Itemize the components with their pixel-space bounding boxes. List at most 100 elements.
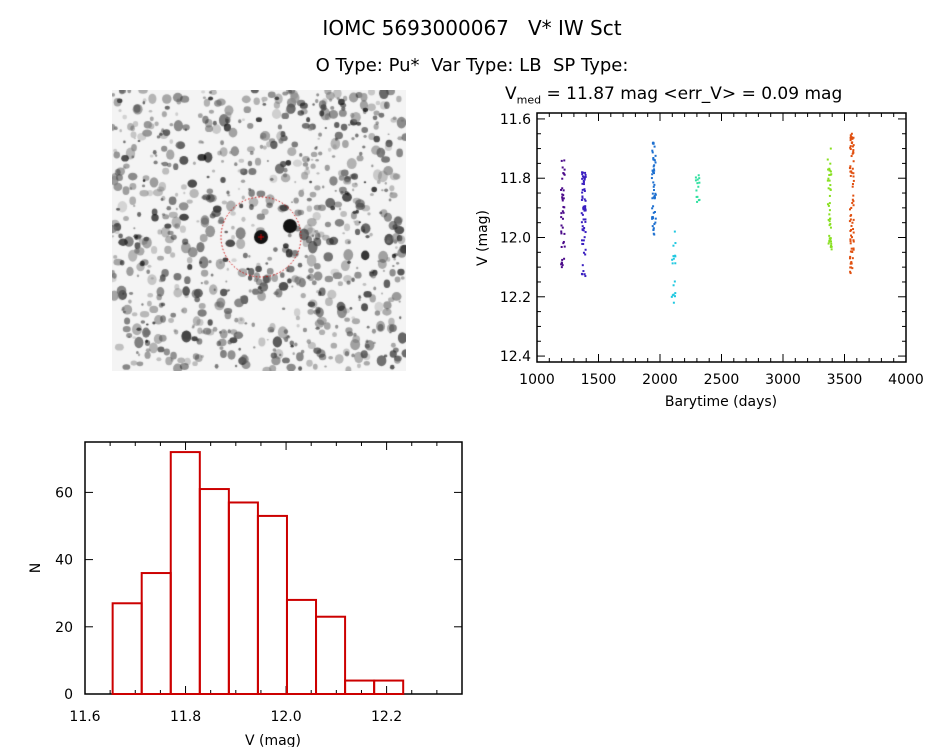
data-point (671, 262, 674, 265)
data-point (583, 178, 586, 181)
data-point (582, 205, 585, 208)
data-point (584, 208, 587, 211)
data-point (653, 164, 656, 167)
data-point (848, 208, 851, 211)
data-point (850, 234, 853, 237)
data-point (561, 196, 564, 199)
x-axis-label: Barytime (days) (665, 394, 777, 410)
x-tick-label: 11.8 (170, 709, 201, 725)
data-point (828, 224, 831, 227)
x-tick-label: 1000 (519, 372, 555, 388)
data-point (672, 257, 675, 260)
data-point (851, 185, 854, 188)
data-point (652, 211, 655, 214)
data-point (651, 149, 654, 152)
data-point (581, 175, 584, 178)
data-point (582, 218, 585, 221)
data-point (849, 165, 852, 168)
data-point (582, 180, 585, 183)
data-point (694, 176, 697, 179)
data-point (561, 226, 564, 229)
data-point (561, 177, 564, 180)
data-point (584, 218, 587, 221)
data-point (852, 228, 855, 231)
data-point (696, 182, 699, 185)
data-point (561, 187, 564, 190)
data-point (582, 270, 585, 273)
data-point (827, 218, 830, 221)
histogram-bar (227, 501, 259, 696)
data-point (850, 224, 853, 227)
data-point (849, 272, 852, 275)
data-point (827, 177, 830, 180)
y-tick-label: 12.0 (500, 231, 531, 247)
data-point (584, 173, 587, 176)
data-point (582, 183, 585, 186)
data-point (561, 166, 564, 169)
data-point (651, 151, 654, 154)
data-point (652, 158, 655, 161)
data-point (581, 173, 584, 176)
data-point (852, 218, 855, 221)
data-point (560, 216, 563, 219)
y-axis-label: N (28, 563, 44, 573)
data-point (581, 225, 584, 228)
data-point (851, 145, 854, 148)
data-point (852, 231, 855, 234)
histogram-bar (198, 488, 230, 696)
histogram-bar (111, 602, 143, 696)
data-point (851, 257, 854, 260)
x-tick-label: 3000 (765, 372, 801, 388)
data-point (849, 218, 852, 221)
data-point (651, 197, 654, 200)
data-point (651, 169, 654, 172)
data-point (828, 239, 831, 242)
data-point (560, 230, 563, 233)
data-point (827, 242, 830, 245)
data-point (849, 262, 852, 265)
data-point (581, 228, 584, 231)
data-point (695, 195, 698, 198)
data-point (653, 168, 656, 171)
data-point (653, 169, 656, 172)
lightcurve-stats: Vmed = 11.87 mag <err_V> = 0.09 mag (505, 84, 842, 106)
data-point (672, 284, 675, 287)
x-tick-label: 1500 (581, 372, 617, 388)
data-point (674, 292, 677, 295)
data-point (563, 206, 566, 209)
page-title: IOMC 5693000067 V* IW Sct (322, 16, 622, 40)
x-tick-label: 2000 (642, 372, 678, 388)
data-point (852, 248, 855, 251)
data-point (829, 223, 832, 226)
data-point (850, 155, 853, 158)
data-point (653, 196, 656, 199)
data-point (852, 136, 855, 139)
data-point (651, 192, 654, 195)
y-tick-label: 11.6 (500, 112, 531, 128)
data-point (829, 238, 832, 241)
data-point (583, 176, 586, 179)
data-point (849, 174, 852, 177)
data-point (652, 228, 655, 231)
data-point (828, 174, 831, 177)
data-point (652, 142, 655, 145)
y-tick-label: 0 (64, 687, 73, 703)
data-point (581, 191, 584, 194)
data-point (828, 237, 831, 240)
data-point (581, 264, 584, 267)
data-point (695, 189, 698, 192)
data-point (830, 244, 833, 247)
data-point (829, 170, 832, 173)
data-point (562, 194, 565, 197)
x-tick-label: 12.2 (371, 709, 402, 725)
data-point (696, 200, 699, 203)
data-point (652, 232, 655, 235)
data-point (652, 196, 655, 199)
data-point (829, 184, 832, 187)
data-point (652, 170, 655, 173)
data-point (582, 208, 585, 211)
y-tick-label: 12.2 (500, 290, 531, 306)
x-tick-label: 12.0 (270, 709, 301, 725)
